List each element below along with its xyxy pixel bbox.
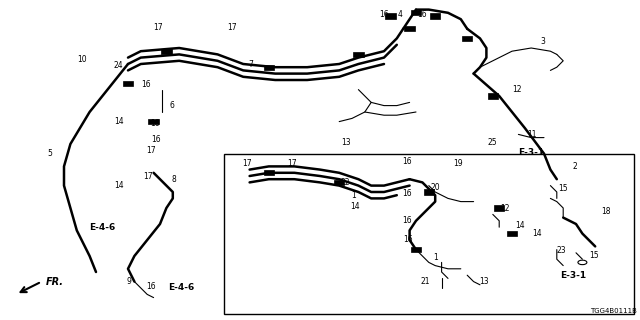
Text: 16: 16 — [402, 189, 412, 198]
Text: 14: 14 — [532, 229, 542, 238]
Text: 17: 17 — [242, 159, 252, 168]
Text: 12: 12 — [512, 85, 522, 94]
Text: 16: 16 — [146, 282, 156, 291]
Text: 10: 10 — [77, 55, 86, 64]
Text: 14: 14 — [114, 181, 124, 190]
Text: 2: 2 — [573, 162, 577, 171]
Polygon shape — [411, 247, 421, 252]
Text: 22: 22 — [341, 178, 350, 187]
Text: 21: 21 — [420, 277, 430, 286]
Text: TGG4B0111B: TGG4B0111B — [590, 308, 637, 314]
Text: 15: 15 — [589, 252, 598, 260]
Text: 16: 16 — [403, 157, 412, 166]
Text: E-4-6: E-4-6 — [168, 284, 194, 292]
Polygon shape — [123, 81, 133, 86]
Text: 17: 17 — [143, 172, 153, 180]
Text: 16: 16 — [403, 216, 412, 225]
Polygon shape — [353, 52, 364, 57]
Text: 11: 11 — [527, 130, 536, 139]
Polygon shape — [264, 65, 274, 70]
Polygon shape — [507, 231, 517, 236]
Text: 23: 23 — [557, 246, 566, 255]
Text: 9: 9 — [126, 277, 131, 286]
Text: 5: 5 — [47, 149, 52, 158]
Text: 16: 16 — [150, 119, 160, 128]
Text: 14: 14 — [350, 202, 360, 211]
Polygon shape — [462, 36, 472, 41]
Polygon shape — [494, 205, 504, 211]
Text: 6: 6 — [170, 101, 175, 110]
Text: 16: 16 — [152, 135, 161, 144]
Text: E-4-6: E-4-6 — [90, 223, 116, 232]
Polygon shape — [385, 13, 396, 19]
Polygon shape — [264, 170, 274, 175]
Polygon shape — [334, 180, 344, 185]
Polygon shape — [488, 93, 498, 99]
Text: 13: 13 — [479, 277, 488, 286]
Text: 1: 1 — [434, 253, 438, 262]
Text: 16: 16 — [417, 10, 428, 19]
Polygon shape — [148, 119, 159, 124]
Text: 15: 15 — [558, 184, 568, 193]
Text: 7: 7 — [248, 60, 253, 68]
Text: 12: 12 — [500, 204, 510, 212]
Polygon shape — [161, 49, 172, 54]
Text: 16: 16 — [379, 10, 389, 19]
Text: 17: 17 — [146, 146, 156, 155]
Text: 16: 16 — [403, 236, 413, 244]
Text: 20: 20 — [431, 183, 440, 192]
Text: E-3-1: E-3-1 — [560, 271, 586, 280]
Text: 17: 17 — [227, 23, 237, 32]
Text: 14: 14 — [515, 221, 525, 230]
Text: E-3-1: E-3-1 — [518, 148, 545, 156]
Text: FR.: FR. — [46, 276, 64, 287]
Polygon shape — [430, 13, 440, 19]
Text: 16: 16 — [141, 80, 150, 89]
Text: 17: 17 — [154, 23, 163, 32]
Text: 13: 13 — [341, 138, 351, 147]
Text: 18: 18 — [602, 207, 611, 216]
Polygon shape — [404, 26, 415, 31]
Text: 14: 14 — [114, 117, 124, 126]
Text: 25: 25 — [488, 138, 497, 147]
Text: 8: 8 — [172, 175, 176, 184]
Text: 19: 19 — [453, 159, 463, 168]
Text: 4: 4 — [397, 10, 403, 19]
Text: 3: 3 — [541, 37, 546, 46]
Text: 1: 1 — [351, 191, 355, 200]
Polygon shape — [411, 10, 421, 15]
Text: 17: 17 — [287, 159, 296, 168]
Text: 24: 24 — [114, 61, 124, 70]
Bar — [224, 154, 634, 314]
Polygon shape — [424, 189, 434, 195]
